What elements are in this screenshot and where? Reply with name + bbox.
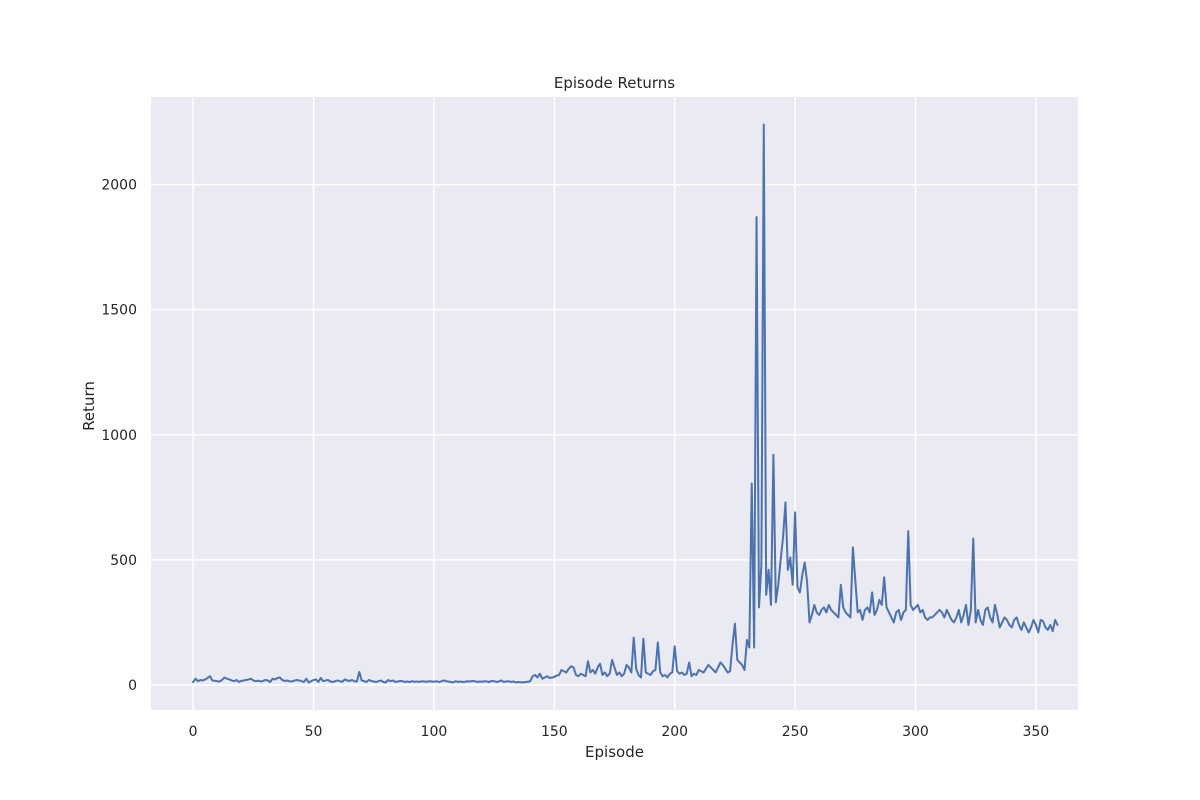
y-tick-labels: 0 500 1000 1500 2000 — [101, 178, 137, 694]
x-tick-label: 0 — [189, 724, 198, 740]
x-tick-label: 150 — [541, 724, 568, 740]
x-tick-label: 350 — [1022, 724, 1049, 740]
x-tick-label: 200 — [661, 724, 688, 740]
x-tick-labels: 0 50 100 150 200 250 300 350 — [189, 724, 1050, 740]
y-tick-label: 1500 — [101, 303, 137, 319]
chart-title: Episode Returns — [554, 74, 675, 92]
y-tick-label: 0 — [128, 678, 137, 694]
x-tick-label: 300 — [902, 724, 929, 740]
y-tick-label: 500 — [110, 553, 137, 569]
series-line-returns — [192, 123, 1059, 684]
y-axis-label: Return — [80, 381, 98, 431]
x-tick-label: 250 — [782, 724, 809, 740]
x-tick-label: 100 — [421, 724, 448, 740]
plot-area — [151, 97, 1078, 710]
y-tick-label: 1000 — [101, 428, 137, 444]
y-tick-label: 2000 — [101, 178, 137, 194]
x-tick-label: 50 — [305, 724, 323, 740]
x-axis-label: Episode — [585, 743, 644, 761]
y-gridlines — [151, 183, 1078, 686]
